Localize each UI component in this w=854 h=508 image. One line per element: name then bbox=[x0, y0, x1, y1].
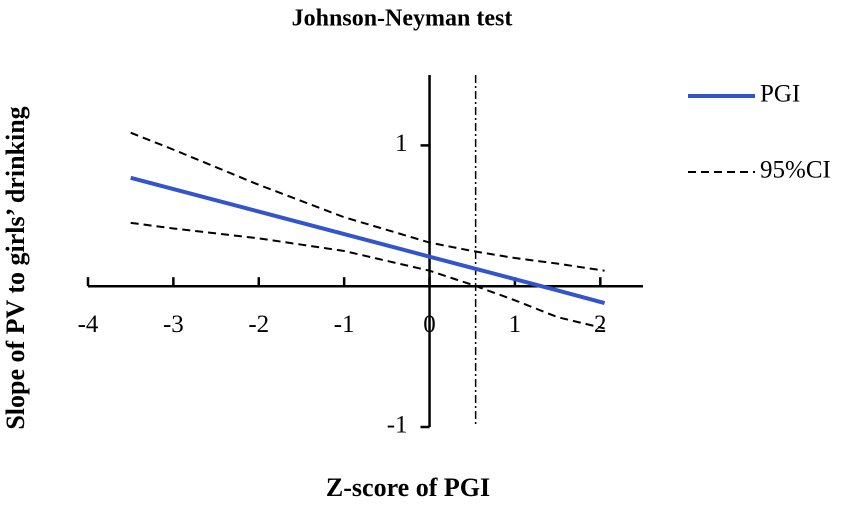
ci-line bbox=[130, 221, 605, 330]
chart-title: Johnson-Neyman test bbox=[292, 6, 513, 32]
x-axis-label: Z-score of PGI bbox=[326, 473, 490, 502]
x-tick-label: -2 bbox=[248, 311, 269, 338]
y-tick-label: 1 bbox=[395, 130, 408, 157]
x-tick-label: -3 bbox=[163, 311, 184, 338]
x-tick-label: -4 bbox=[78, 311, 99, 338]
x-tick-label: 1 bbox=[509, 311, 522, 338]
y-tick-label: -1 bbox=[387, 412, 408, 439]
x-tick-label: 0 bbox=[423, 311, 436, 338]
legend-label: 95%CI bbox=[760, 157, 831, 184]
x-tick-label: 2 bbox=[594, 311, 607, 338]
ci-line bbox=[130, 131, 605, 272]
legend-label: PGI bbox=[760, 81, 800, 108]
series-line bbox=[130, 175, 606, 306]
x-tick-label: -1 bbox=[334, 311, 355, 338]
y-axis-label: Slope of PV to girls’ drinking bbox=[1, 106, 30, 429]
